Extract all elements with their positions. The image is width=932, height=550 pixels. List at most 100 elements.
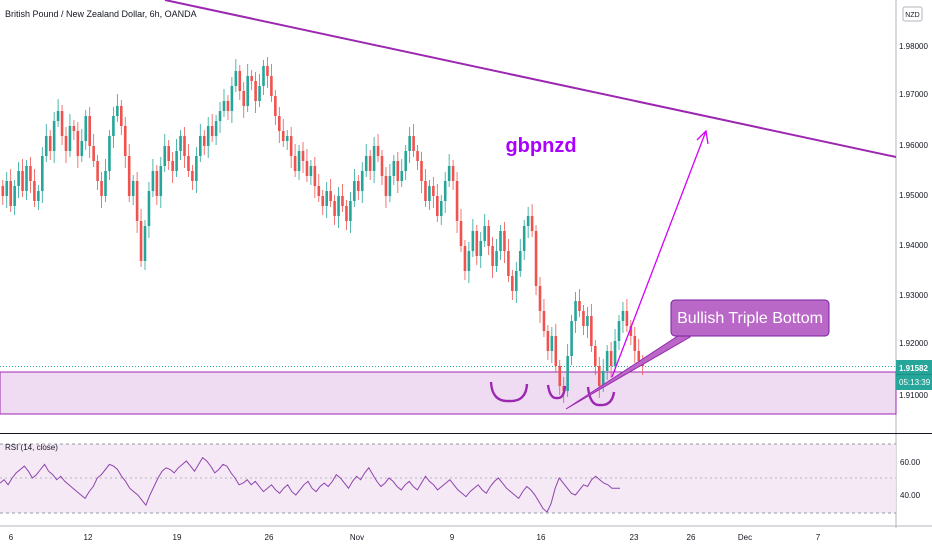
candle <box>341 196 344 206</box>
candle <box>538 286 542 311</box>
candle <box>242 91 246 106</box>
candle <box>617 321 621 341</box>
candle <box>108 136 111 171</box>
candle <box>404 151 407 171</box>
callout-text: Bullish Triple Bottom <box>677 310 823 327</box>
descending-trendline[interactable] <box>164 0 897 158</box>
candle <box>116 106 119 116</box>
callout-box[interactable] <box>670 299 830 337</box>
candle <box>463 246 467 271</box>
candle <box>325 191 328 206</box>
pair-label: gbpnzd <box>505 135 576 157</box>
candle <box>195 156 198 181</box>
candle <box>29 166 32 181</box>
candle <box>388 176 392 196</box>
currency-badge[interactable] <box>902 6 923 22</box>
candle <box>96 161 99 181</box>
bar-countdown: 05:13:39 <box>899 378 931 387</box>
candle <box>518 251 522 271</box>
candle <box>337 196 340 216</box>
time-tick-label: 23 <box>630 533 639 542</box>
candle <box>44 136 48 156</box>
candle <box>9 181 12 206</box>
candle <box>266 66 269 76</box>
time-tick-label: 9 <box>450 533 455 542</box>
candle <box>443 181 447 201</box>
bottom-arc-1 <box>489 381 529 403</box>
candle <box>285 136 289 141</box>
candle <box>416 151 419 161</box>
candle <box>392 161 396 176</box>
candle <box>226 101 230 111</box>
candle <box>17 171 20 186</box>
candle <box>230 86 234 111</box>
candle <box>364 156 368 171</box>
candle <box>1 186 5 196</box>
candle <box>491 246 494 266</box>
candle <box>372 146 376 171</box>
candle <box>293 156 297 171</box>
candle <box>127 156 131 196</box>
time-tick-label: 7 <box>816 533 821 542</box>
price-tick-label: 1.95000 <box>899 191 928 200</box>
candle <box>542 311 546 331</box>
candle <box>475 231 479 256</box>
currency-badge-label: NZD <box>905 12 919 19</box>
candle <box>274 96 277 116</box>
candle <box>278 116 281 131</box>
candle <box>281 131 285 141</box>
candle <box>206 126 210 146</box>
candle <box>428 186 431 201</box>
candle <box>41 156 44 191</box>
rsi-level-label: 40.00 <box>900 491 921 500</box>
candle <box>309 166 313 176</box>
candle <box>199 136 202 156</box>
candle <box>412 136 415 151</box>
candle <box>175 151 178 171</box>
candle <box>578 301 581 311</box>
candle <box>21 171 24 191</box>
candle <box>72 126 76 131</box>
time-tick-label: 26 <box>687 533 696 542</box>
symbol-title: British Pound / New Zealand Dollar, 6h, … <box>5 9 197 19</box>
candle <box>37 191 40 201</box>
candle <box>159 166 163 196</box>
bottom-arc-2 <box>546 384 567 400</box>
candle <box>76 131 80 156</box>
rsi-line[interactable] <box>0 456 620 513</box>
candle <box>210 126 214 136</box>
candle <box>467 251 471 271</box>
candle <box>471 231 475 251</box>
projection-arrowhead <box>696 129 709 145</box>
rsi-label: RSI (14, close) <box>5 443 58 452</box>
candle <box>633 336 637 351</box>
time-tick-label: 26 <box>265 533 274 542</box>
support-zone[interactable] <box>0 371 897 415</box>
candle <box>586 316 589 326</box>
candle <box>534 231 538 286</box>
candle <box>333 201 336 216</box>
candle <box>451 166 455 181</box>
candle <box>52 121 56 151</box>
candle <box>5 181 9 196</box>
candle <box>546 331 550 351</box>
candle <box>147 191 151 226</box>
candle <box>459 221 463 246</box>
candle <box>455 181 459 221</box>
candle <box>368 156 372 171</box>
candle <box>254 81 257 101</box>
projection-arrow[interactable] <box>611 130 707 378</box>
candle <box>100 181 103 196</box>
candle <box>360 171 364 191</box>
candle <box>574 301 577 321</box>
candle <box>530 216 534 231</box>
candle <box>357 181 360 191</box>
candle <box>289 136 293 156</box>
time-axis[interactable]: 6 12 19 26 Nov 9 16 23 26 Dec 7 <box>9 533 821 542</box>
last-price-value: 1.91582 <box>899 364 928 373</box>
candle <box>313 166 317 186</box>
candle <box>60 111 64 136</box>
price-axis[interactable]: 1.98000 1.97000 1.96000 1.95000 1.94000 … <box>899 42 928 400</box>
candle <box>483 226 486 241</box>
